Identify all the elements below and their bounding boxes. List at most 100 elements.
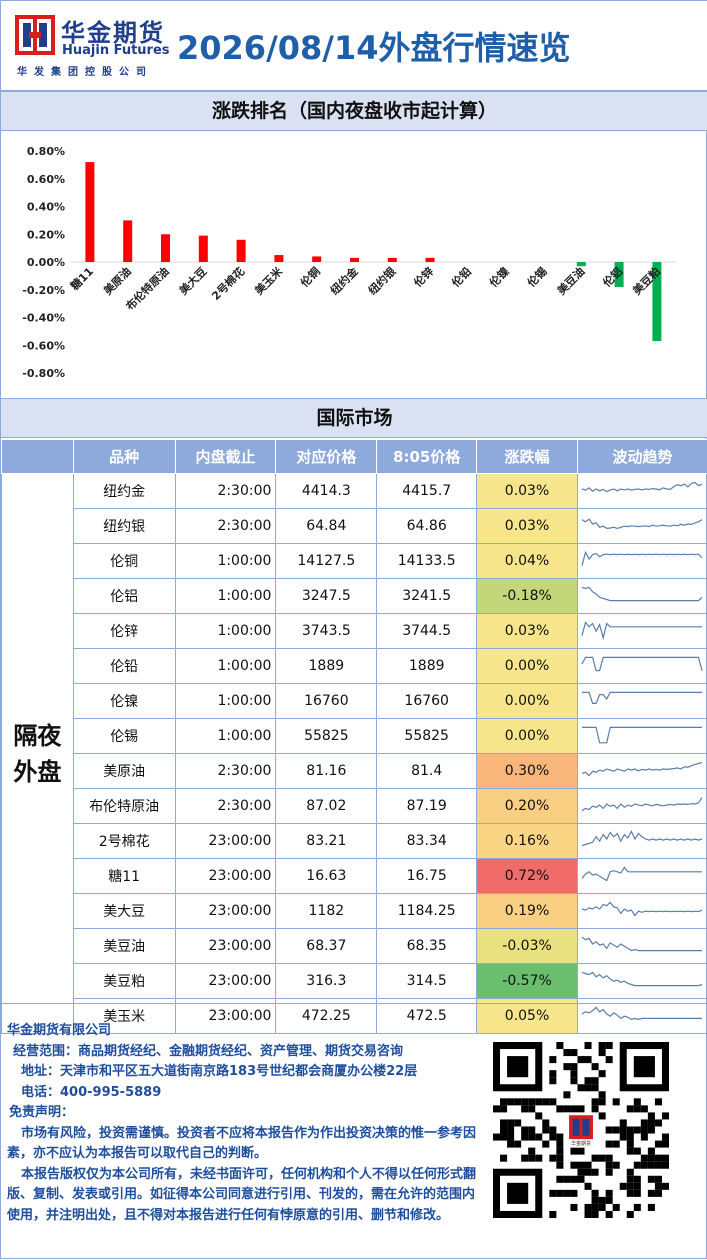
cell-name: 伦镍 — [73, 684, 175, 719]
cell-name: 伦铅 — [73, 649, 175, 684]
qr-caption: 华金期货 — [571, 1140, 591, 1147]
cell-trend-sparkline — [577, 754, 707, 789]
cell-close-time: 1:00:00 — [175, 719, 276, 754]
cell-close-time: 23:00:00 — [175, 824, 276, 859]
category-label: 美玉米 — [252, 264, 286, 298]
cell-ref-price: 55825 — [276, 719, 377, 754]
page-title: 2026/08/14外盘行情速览 — [177, 23, 571, 69]
footer-company: 华金期货有限公司 — [7, 1021, 477, 1042]
cell-name: 美大豆 — [73, 894, 175, 929]
cell-ref-price: 83.21 — [276, 824, 377, 859]
bar-纽约银 — [388, 258, 397, 262]
footer-scope: 经营范围：商品期货经纪、金融期货经纪、资产管理、期货交易咨询 — [7, 1042, 477, 1063]
cell-805-price: 314.5 — [377, 964, 477, 999]
cell-name: 伦锌 — [73, 614, 175, 649]
group-label: 隔夜外盘 — [2, 474, 74, 1034]
footer-disclaimer-1: 市场有风险，投资需谨慎。投资者不应将本报告作为作出投资决策的惟一参考因素，亦不应… — [7, 1124, 477, 1165]
cell-change: -0.18% — [477, 579, 578, 614]
category-label: 美原油 — [101, 264, 134, 297]
header-ref-price: 对应价格 — [276, 440, 377, 474]
cell-805-price: 64.86 — [377, 509, 477, 544]
cell-change: -0.57% — [477, 964, 578, 999]
cell-805-price: 87.19 — [377, 789, 477, 824]
cell-805-price: 4415.7 — [377, 474, 477, 509]
category-label: 伦镍 — [486, 264, 511, 289]
cell-change: 0.00% — [477, 649, 578, 684]
cell-trend-sparkline — [577, 894, 707, 929]
ranking-section-title: 涨跌排名（国内夜盘收市起计算） — [1, 91, 707, 131]
y-tick-label: 0.00% — [27, 256, 65, 269]
header-close-time: 内盘截止 — [175, 440, 276, 474]
category-label: 2号棉花 — [209, 264, 248, 303]
bar-美原油 — [123, 220, 132, 262]
category-label: 美豆油 — [554, 264, 587, 297]
cell-805-price: 68.35 — [377, 929, 477, 964]
bar-糖11 — [85, 162, 94, 262]
footer-disclaimer-title: 免责声明： — [7, 1103, 477, 1124]
cell-name: 2号棉花 — [73, 824, 175, 859]
cell-change: 0.19% — [477, 894, 578, 929]
cell-trend-sparkline — [577, 509, 707, 544]
header-805-price: 8:05价格 — [377, 440, 477, 474]
cell-ref-price: 16.63 — [276, 859, 377, 894]
cell-name: 美原油 — [73, 754, 175, 789]
cell-name: 糖11 — [73, 859, 175, 894]
cell-close-time: 23:00:00 — [175, 859, 276, 894]
cell-ref-price: 14127.5 — [276, 544, 377, 579]
bar-布伦特原油 — [161, 234, 170, 262]
cell-ref-price: 4414.3 — [276, 474, 377, 509]
cell-805-price: 55825 — [377, 719, 477, 754]
footer-phone: 电话：400-995-5889 — [7, 1083, 477, 1104]
cell-name: 伦锡 — [73, 719, 175, 754]
cell-trend-sparkline — [577, 719, 707, 754]
cell-805-price: 3744.5 — [377, 614, 477, 649]
cell-name: 伦铝 — [73, 579, 175, 614]
cell-805-price: 1889 — [377, 649, 477, 684]
cell-change: 0.03% — [477, 614, 578, 649]
cell-change: 0.04% — [477, 544, 578, 579]
y-tick-label: 0.80% — [27, 145, 65, 158]
cell-trend-sparkline — [577, 684, 707, 719]
cell-name: 美豆油 — [73, 929, 175, 964]
cell-change: 0.72% — [477, 859, 578, 894]
footer-address: 地址：天津市和平区五大道街南京路183号世纪都会商厦办公楼22层 — [7, 1062, 477, 1083]
cell-close-time: 23:00:00 — [175, 929, 276, 964]
cell-ref-price: 1889 — [276, 649, 377, 684]
y-tick-label: 0.60% — [27, 173, 65, 186]
cell-change: 0.03% — [477, 509, 578, 544]
cell-close-time: 1:00:00 — [175, 544, 276, 579]
cell-trend-sparkline — [577, 859, 707, 894]
cell-close-time: 2:30:00 — [175, 509, 276, 544]
cell-change: 0.00% — [477, 719, 578, 754]
cell-name: 美豆粕 — [73, 964, 175, 999]
cell-close-time: 2:30:00 — [175, 474, 276, 509]
category-label: 纽约银 — [365, 264, 399, 298]
y-tick-label: -0.40% — [22, 312, 65, 325]
company-name-en: Huajin Futures — [62, 43, 170, 58]
cell-ref-price: 87.02 — [276, 789, 377, 824]
bar-纽约金 — [350, 258, 359, 262]
category-label: 伦铜 — [297, 264, 322, 289]
cell-close-time: 23:00:00 — [175, 964, 276, 999]
cell-ref-price: 64.84 — [276, 509, 377, 544]
category-label: 纽约金 — [327, 264, 361, 298]
cell-805-price: 16760 — [377, 684, 477, 719]
y-tick-label: 0.40% — [27, 201, 65, 214]
cell-trend-sparkline — [577, 964, 707, 999]
cell-name: 伦铜 — [73, 544, 175, 579]
cell-close-time: 2:30:00 — [175, 754, 276, 789]
table-header-row: 品种 内盘截止 对应价格 8:05价格 涨跌幅 波动趋势 — [2, 440, 707, 474]
cell-change: -0.03% — [477, 929, 578, 964]
cell-close-time: 1:00:00 — [175, 614, 276, 649]
